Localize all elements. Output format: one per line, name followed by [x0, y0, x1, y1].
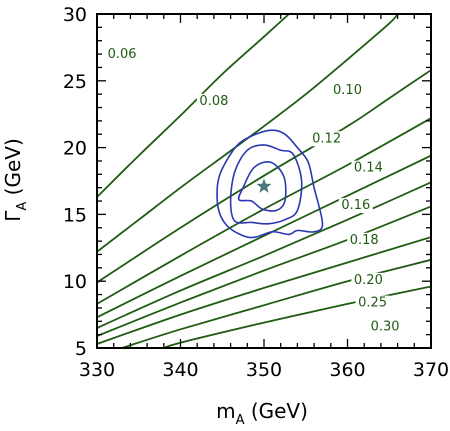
contour-line-0-14 — [97, 154, 431, 319]
contour-label-bg — [347, 232, 382, 248]
contour-label-0-06: 0.06 — [108, 47, 137, 62]
contour-label-bg — [338, 198, 373, 214]
contour-label-0-18: 0.18 — [350, 233, 379, 248]
likelihood-contour-1 — [216, 129, 324, 239]
y-tick-label: 20 — [63, 138, 87, 160]
contour-label-0-30: 0.30 — [371, 320, 400, 335]
y-tick-label: 25 — [63, 71, 87, 93]
y-tick-label: 5 — [75, 338, 87, 360]
contour-line-0-10 — [97, 69, 431, 284]
x-tick-label: 370 — [413, 359, 449, 381]
likelihood-contour-3 — [237, 161, 287, 212]
best-fit-group — [256, 178, 272, 193]
likelihood-contours-group — [216, 129, 324, 239]
x-tick-label: 350 — [246, 359, 282, 381]
tick-labels-group: 330 340 350 360 370 5 10 15 20 25 30 — [63, 4, 449, 381]
x-axis-label-unit: (GeV) — [244, 399, 307, 423]
contour-line-0-18 — [97, 205, 431, 337]
contour-line-0-16 — [97, 181, 431, 329]
contour-line-0-20 — [97, 236, 431, 345]
y-axis-label: ΓA (GeV) — [1, 138, 30, 222]
contour-label-0-25: 0.25 — [358, 296, 387, 311]
likelihood-contour-2 — [229, 144, 303, 225]
contour-label-0-14: 0.14 — [354, 161, 383, 176]
contour-line-0-06 — [97, 14, 290, 198]
contour-label-0-10: 0.10 — [333, 83, 362, 98]
contour-label-bg — [105, 47, 140, 63]
contour-label-bg — [330, 83, 365, 99]
x-tick-label: 340 — [162, 359, 198, 381]
contour-line-0-08 — [97, 14, 399, 253]
y-tick-label: 30 — [63, 4, 87, 26]
x-tick-label: 360 — [329, 359, 365, 381]
y-axis-label-main: Γ — [1, 210, 25, 222]
contour-label-bg — [368, 319, 403, 335]
y-tick-label: 10 — [63, 271, 87, 293]
ticks-group — [96, 13, 432, 349]
x-tick-label: 330 — [79, 359, 115, 381]
contour-label-0-16: 0.16 — [341, 198, 370, 213]
y-axis-label-sub: A — [15, 202, 30, 211]
contour-label-bg — [196, 93, 231, 109]
best-fit-star-icon — [256, 178, 272, 193]
contour-label-bg — [351, 272, 386, 288]
contour-labels-group: 0.06 0.08 0.10 0.12 0.14 0.16 0.18 0.20 0.25 0.30 — [105, 47, 403, 335]
y-axis-label-unit: (GeV) — [1, 138, 25, 201]
y-tick-label: 15 — [63, 204, 87, 226]
contour-label-bg — [351, 160, 386, 176]
contour-label-0-12: 0.12 — [312, 131, 341, 146]
contour-label-bg — [355, 295, 390, 311]
x-axis-label-sub: A — [236, 413, 245, 428]
x-axis-label-main: m — [216, 399, 235, 423]
contour-label-0-20: 0.20 — [354, 273, 383, 288]
contour-label-bg — [309, 131, 344, 147]
contour-label-0-08: 0.08 — [199, 94, 228, 109]
x-axis-label: mA (GeV) — [216, 399, 308, 428]
